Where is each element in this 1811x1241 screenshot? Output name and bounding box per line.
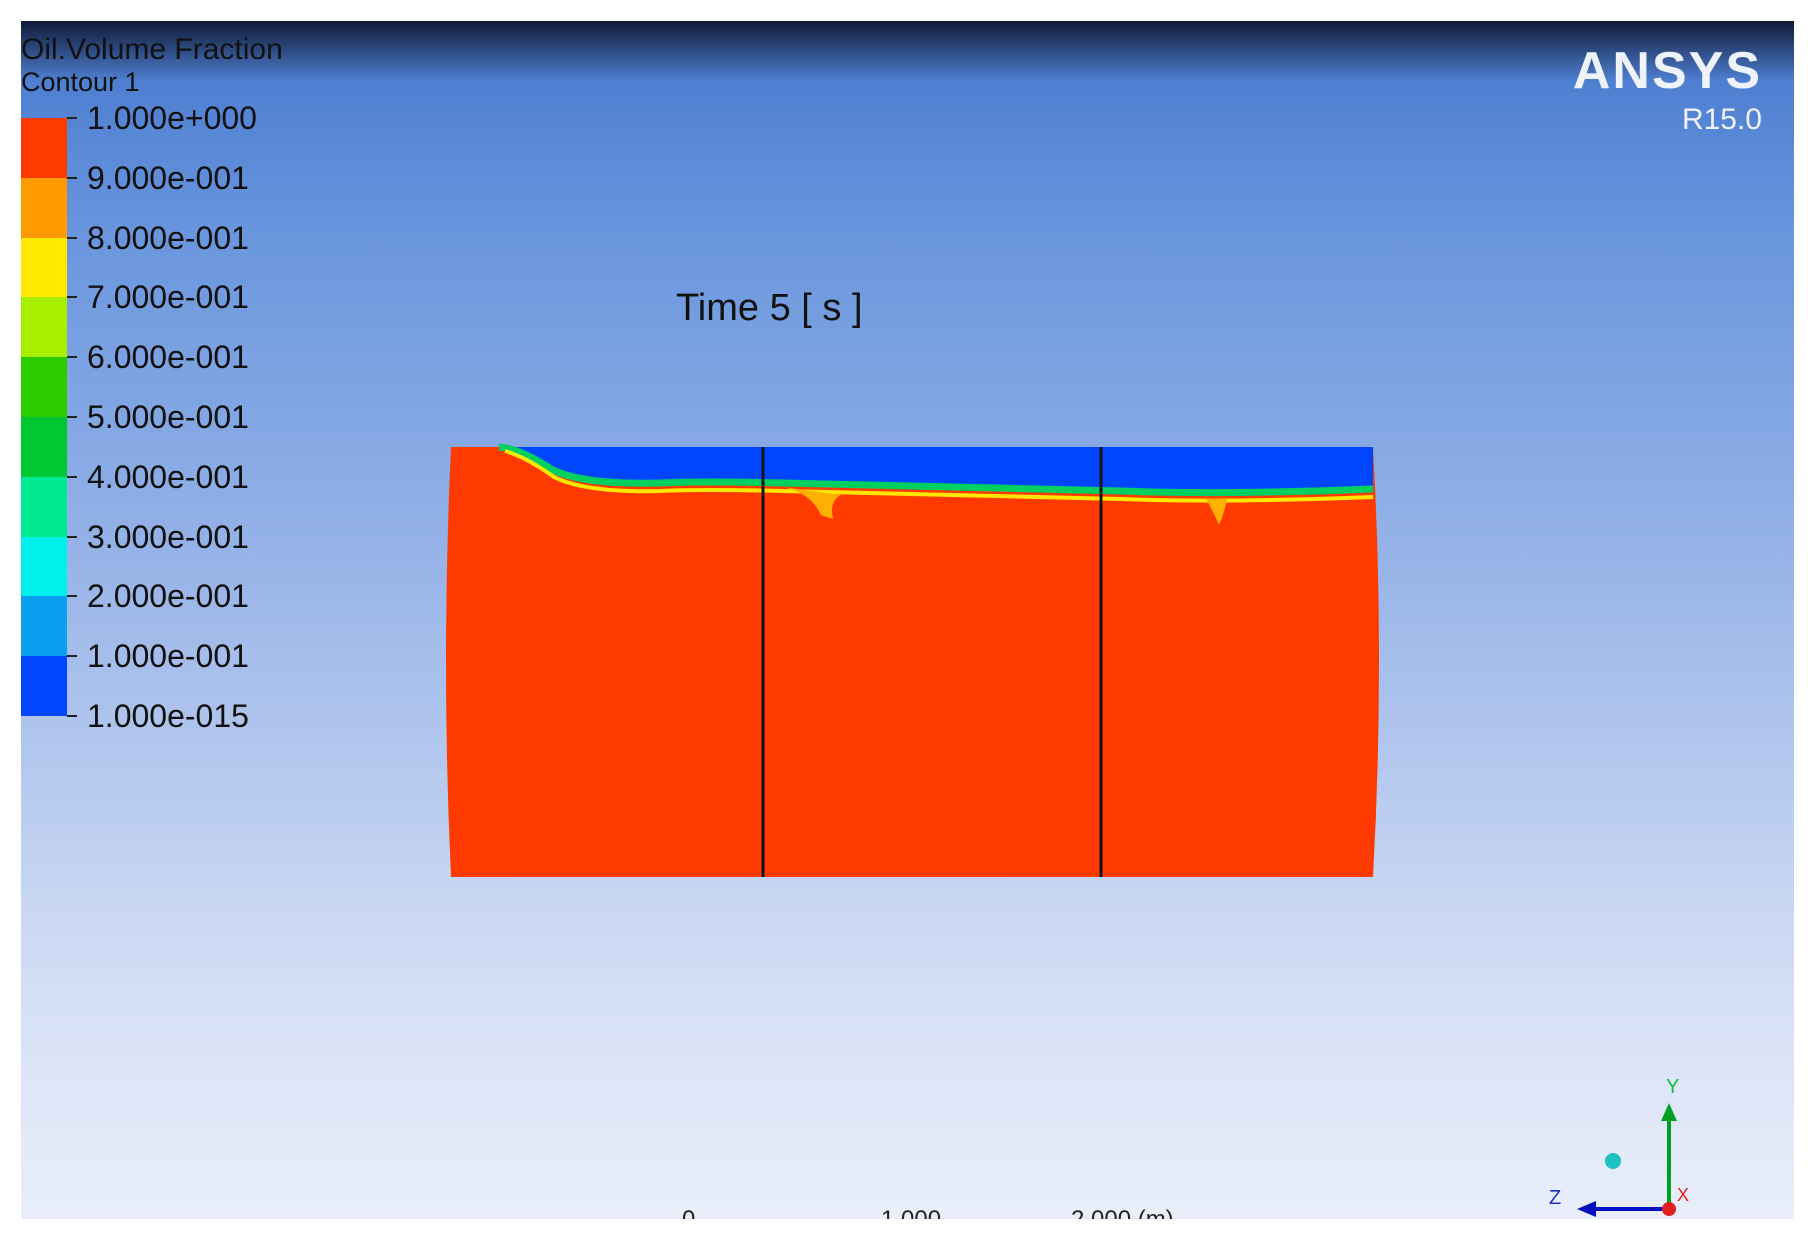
axis-x-label: X [1677, 1185, 1689, 1205]
legend-label: 9.000e-001 [87, 159, 249, 196]
legend-label: 6.000e-001 [87, 339, 249, 376]
legend-tick [67, 296, 77, 299]
scale-label: 0 [682, 1206, 695, 1219]
legend-swatch [21, 297, 67, 358]
legend-swatch [21, 536, 67, 597]
legend-swatch [21, 177, 67, 238]
axis-z-head [1577, 1201, 1596, 1217]
legend-tick [67, 535, 77, 538]
legend-swatch [21, 357, 67, 417]
droplet [783, 487, 841, 519]
legend-swatch [21, 416, 67, 477]
viewport: Oil.Volume Fraction Contour 1 1.000e+000… [21, 21, 1794, 1219]
time-label: Time 5 [ s ] [676, 287, 863, 329]
legend-tick [67, 715, 77, 717]
legend-label: 5.000e-001 [87, 399, 249, 435]
logo-version: R15.0 [1681, 103, 1762, 136]
legend-tick [67, 595, 77, 598]
legend-tick [67, 655, 77, 658]
legend-tick [67, 236, 77, 239]
legend-bar [21, 118, 67, 716]
end-cap [1373, 447, 1379, 877]
legend-swatch [21, 476, 67, 537]
droplet [1206, 499, 1227, 525]
legend-label: 1.000e+000 [87, 100, 257, 136]
axis-z-label: Z [1549, 1187, 1561, 1209]
legend-swatch [21, 237, 67, 298]
axis-y-head [1661, 1103, 1677, 1121]
logo-name: ANSYS [1572, 42, 1762, 100]
legend-tick [67, 117, 77, 119]
interface [504, 449, 1374, 503]
end-cap [446, 447, 451, 877]
legend-label: 1.000e-015 [87, 698, 249, 734]
legend-tick [67, 176, 77, 179]
legend-tick [67, 475, 77, 478]
legend-swatch [21, 118, 67, 178]
legend-swatch [21, 596, 67, 657]
legend-subtitle: Contour 1 [21, 67, 140, 97]
axis-y-label: Y [1666, 1076, 1679, 1098]
legend-tick [67, 356, 77, 359]
legend-label: 3.000e-001 [87, 518, 249, 555]
legend-label: 8.000e-001 [87, 219, 249, 256]
interface [498, 443, 1374, 497]
legend-title: Oil.Volume Fraction [21, 33, 283, 66]
legend-label: 4.000e-001 [87, 458, 249, 495]
legend-tick [67, 416, 77, 418]
legend-label: 1.000e-001 [87, 638, 249, 675]
legend-swatch [21, 656, 67, 716]
contour-view: Y Z X 0 1.000 2.000 (m) [446, 443, 1689, 1219]
oil-region [451, 447, 1373, 877]
legend-label: 2.000e-001 [87, 578, 249, 615]
rotation-point [1605, 1153, 1621, 1169]
scale-label: 2.000 (m) [1071, 1206, 1174, 1219]
axis-x [1662, 1202, 1676, 1216]
legend-label: 7.000e-001 [87, 279, 249, 316]
logo: ANSYS R15.0 [1573, 41, 1762, 137]
scale-label: 1.000 [881, 1206, 941, 1219]
